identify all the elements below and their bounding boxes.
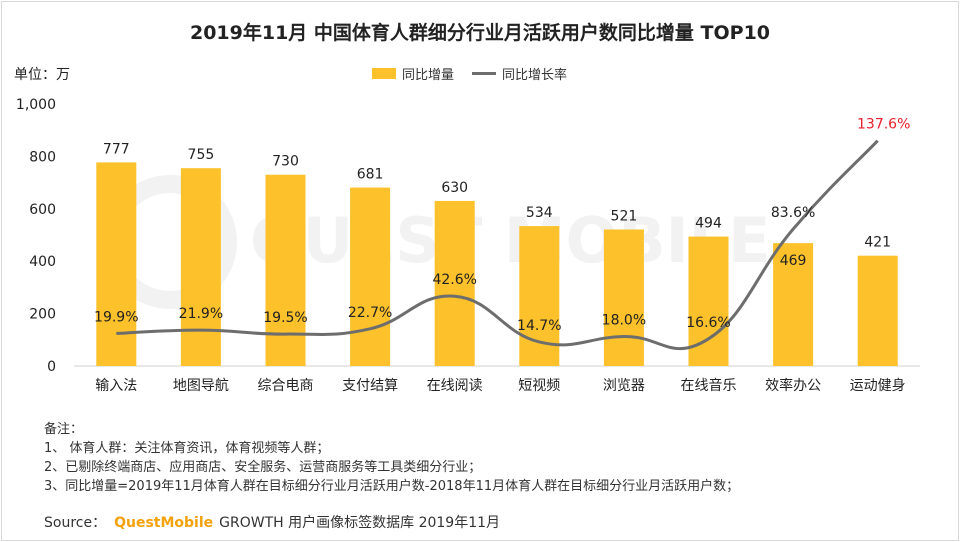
- growth-rate-line: [116, 139, 879, 351]
- rate-label: 14.7%: [517, 318, 561, 334]
- chart-title: 2019年11月 中国体育人群细分行业月活跃用户数同比增量 TOP10: [189, 22, 771, 44]
- bar-支付结算: [350, 187, 391, 366]
- x-category-label: 效率办公: [765, 377, 821, 394]
- bar-在线阅读: [434, 200, 475, 366]
- rate-label: 16.6%: [686, 315, 730, 331]
- x-category-label: 运动健身: [850, 378, 906, 394]
- x-category-label: 地图导航: [173, 378, 229, 394]
- note-item-3: 3、同比增量=2019年11月体育人群在目标细分行业月活跃用户数-2018年11…: [44, 479, 740, 494]
- x-category-label: 浏览器: [603, 378, 645, 394]
- rate-label: 42.6%: [432, 272, 476, 288]
- y-tick-label: 1,000: [16, 97, 56, 113]
- bar-value-label: 630: [441, 180, 468, 196]
- bar-value-label: 469: [780, 253, 807, 269]
- bar-value-label: 534: [526, 205, 553, 221]
- note-item-1: 1、 体育人群：关注体育资讯，体育视频等人群；: [44, 441, 330, 456]
- bar-综合电商: [265, 174, 306, 366]
- legend-swatch-line: [472, 72, 497, 75]
- bar-运动健身: [857, 255, 898, 366]
- legend-item-line: 同比增长率: [472, 64, 567, 83]
- source-label: Source：: [44, 515, 107, 531]
- unit-label: 单位：万: [14, 67, 70, 83]
- notes-heading: 备注：: [44, 422, 84, 437]
- x-category-label: 支付结算: [342, 378, 398, 394]
- y-tick-label: 600: [29, 202, 56, 218]
- bar-value-label: 730: [272, 154, 299, 170]
- x-category-label: 输入法: [95, 378, 137, 394]
- legend-swatch-bar: [372, 68, 396, 79]
- note-item-2: 2、已剔除终端商店、应用商店、安全服务、运营商服务等工具类细分行业；: [44, 460, 482, 475]
- y-tick-label: 200: [29, 307, 56, 323]
- bar-value-label: 681: [357, 167, 384, 183]
- rate-label: 19.9%: [94, 309, 138, 325]
- y-tick-label: 400: [29, 254, 56, 270]
- source-line: Source： QuestMobile GROWTH 用户画像标签数据库 201…: [44, 512, 500, 532]
- legend: 同比增量 同比增长率: [372, 64, 585, 83]
- rate-label: 21.9%: [179, 306, 223, 322]
- bar-value-label: 777: [103, 141, 130, 157]
- rate-label: 83.6%: [771, 205, 815, 221]
- legend-label-bar: 同比增量: [402, 68, 455, 83]
- bar-效率办公: [773, 243, 814, 366]
- y-tick-label: 0: [47, 359, 56, 375]
- notes: 备注： 1、 体育人群：关注体育资讯，体育视频等人群； 2、已剔除终端商店、应用…: [44, 420, 739, 496]
- rate-label: 137.6%: [857, 117, 910, 133]
- source-brand: QuestMobile: [114, 515, 214, 531]
- bar-value-label: 755: [188, 147, 215, 163]
- y-tick-label: 800: [29, 149, 56, 165]
- rate-label: 19.5%: [263, 310, 307, 326]
- bar-value-label: 494: [695, 216, 722, 232]
- x-category-label: 在线音乐: [681, 377, 737, 394]
- bar-value-label: 521: [611, 208, 638, 224]
- legend-label-line: 同比增长率: [502, 68, 568, 83]
- bar-value-label: 421: [864, 235, 891, 251]
- source-text: GROWTH 用户画像标签数据库 2019年11月: [219, 515, 501, 531]
- rate-label: 18.0%: [602, 313, 646, 329]
- bar-输入法: [96, 162, 137, 366]
- legend-item-bar: 同比增量: [372, 64, 454, 83]
- watermark-text: QUEST MOBILE: [250, 204, 771, 277]
- x-category-label: 短视频: [518, 378, 560, 394]
- x-category-label: 在线阅读: [427, 377, 483, 394]
- x-category-label: 综合电商: [258, 378, 314, 394]
- bar-地图导航: [180, 168, 221, 366]
- bar-浏览器: [603, 229, 644, 366]
- rate-label: 22.7%: [348, 305, 392, 321]
